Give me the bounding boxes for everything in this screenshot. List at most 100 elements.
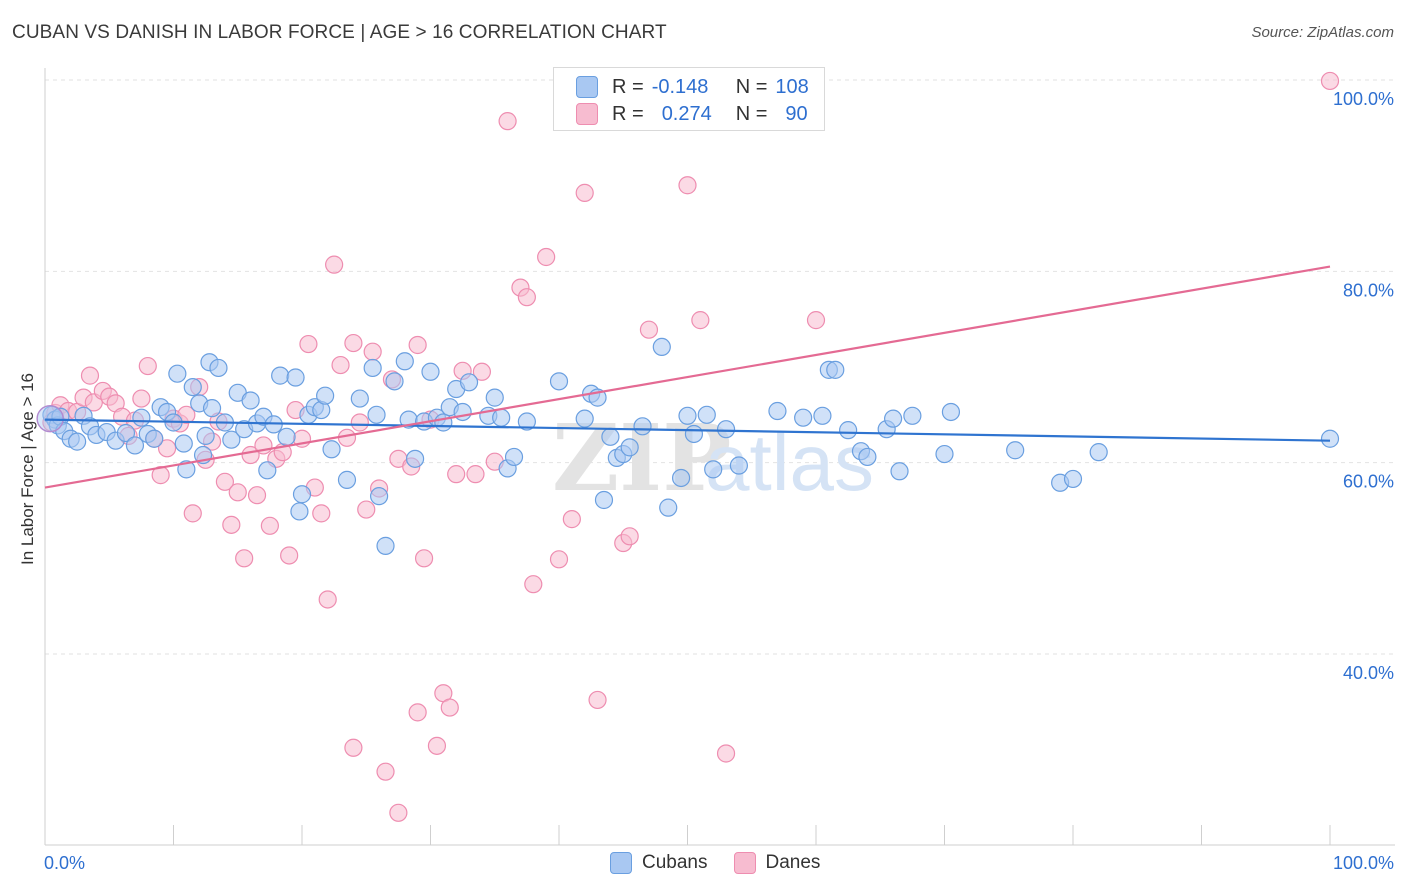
tick-labels: 40.0% 60.0% 80.0% 100.0% 0.0% 100.0% xyxy=(44,89,1394,873)
cuban-point xyxy=(504,447,524,467)
cuban-point xyxy=(1006,441,1025,460)
danes-swatch xyxy=(576,103,598,125)
cuban-point xyxy=(549,372,569,391)
cuban-point xyxy=(826,360,845,379)
legend-n-label: N = xyxy=(735,102,768,125)
cuban-point xyxy=(485,388,504,407)
cuban-point xyxy=(132,408,151,427)
dane-point xyxy=(228,483,247,502)
cuban-point xyxy=(222,430,241,449)
cuban-point xyxy=(209,358,228,378)
cuban-point xyxy=(68,432,87,451)
cuban-point xyxy=(883,409,903,428)
cuban-point xyxy=(492,408,511,427)
trend-line xyxy=(44,418,1331,442)
y-tick-label: 60.0% xyxy=(1343,472,1394,492)
dane-point xyxy=(318,590,337,609)
series-legend: Cubans Danes xyxy=(610,852,846,874)
legend-r-label: R = xyxy=(612,75,644,98)
y-tick-label: 40.0% xyxy=(1343,663,1394,683)
cuban-point xyxy=(453,402,472,422)
dane-point xyxy=(806,311,826,330)
dane-point xyxy=(472,362,491,381)
cuban-point xyxy=(903,406,922,425)
cuban-point xyxy=(704,460,723,479)
cuban-point xyxy=(575,409,594,428)
dane-point xyxy=(235,549,254,568)
cuban-point xyxy=(434,413,453,432)
cuban-point xyxy=(633,417,652,436)
x-tick-label: 100.0% xyxy=(1333,853,1394,873)
legend-r-label: R = xyxy=(612,102,644,125)
trend-line xyxy=(44,265,1331,489)
cuban-point xyxy=(1089,443,1108,462)
cuban-point xyxy=(594,490,614,510)
cuban-point xyxy=(659,498,678,517)
dane-point xyxy=(639,320,659,339)
dane-point xyxy=(247,486,267,505)
dane-point xyxy=(524,575,543,594)
correlation-legend: R = -0.148 N = 108 R = 0.274 N = 90 xyxy=(553,67,825,131)
cuban-point xyxy=(367,405,386,424)
dane-point xyxy=(80,366,100,385)
dane-point xyxy=(157,439,177,458)
cuban-point xyxy=(168,364,187,383)
cuban-point xyxy=(716,420,736,439)
dane-point xyxy=(691,311,710,330)
dane-point xyxy=(427,736,447,755)
dane-point xyxy=(620,527,639,546)
cuban-point xyxy=(684,424,704,444)
cuban-point xyxy=(671,468,691,488)
cuban-point xyxy=(729,456,749,475)
cuban-point xyxy=(316,386,335,405)
cuban-point xyxy=(290,502,309,521)
legend-item-danes: Danes xyxy=(733,852,821,874)
cuban-point xyxy=(941,402,961,422)
dane-point xyxy=(350,413,369,432)
cuban-point xyxy=(196,426,215,445)
cuban-point xyxy=(794,408,813,427)
trend-lines xyxy=(44,265,1331,489)
legend-n-label: N = xyxy=(735,75,768,98)
legend-label-danes: Danes xyxy=(765,852,821,873)
cuban-point xyxy=(177,460,196,479)
cuban-point xyxy=(183,377,202,397)
legend-row-cubans: R = -0.148 N = 108 xyxy=(576,74,809,100)
legend-item-cubans: Cubans xyxy=(610,852,708,874)
dane-point xyxy=(678,176,697,195)
cuban-point xyxy=(1063,469,1083,489)
dane-point xyxy=(716,744,736,763)
cuban-point xyxy=(517,412,536,431)
cuban-point xyxy=(271,366,290,385)
dane-point xyxy=(337,428,357,447)
cuban-point xyxy=(241,391,260,410)
dane-point xyxy=(498,112,517,131)
dane-point xyxy=(132,389,151,408)
dane-point xyxy=(1320,71,1340,91)
cuban-point xyxy=(405,449,425,468)
cuban-point xyxy=(385,372,404,391)
legend-n-value: 108 xyxy=(775,75,809,98)
dane-point xyxy=(549,550,569,569)
cuban-point xyxy=(678,406,697,425)
dane-point xyxy=(299,334,318,354)
cuban-point xyxy=(337,470,357,489)
legend-r-value: -0.148 xyxy=(651,75,709,98)
axes xyxy=(44,68,1395,846)
cuban-point xyxy=(286,368,305,387)
legend-row-danes: R = 0.274 N = 90 xyxy=(576,101,808,127)
x-tick-label: 0.0% xyxy=(44,853,85,873)
dane-point xyxy=(280,546,299,565)
cuban-point xyxy=(370,487,389,506)
cuban-point xyxy=(376,536,395,555)
cuban-point xyxy=(322,440,341,459)
cuban-point xyxy=(202,399,222,418)
cuban-point xyxy=(277,427,296,446)
dane-point xyxy=(357,500,376,519)
dane-point xyxy=(344,738,363,757)
legend-n-value: 90 xyxy=(785,102,808,125)
legend-r-value: 0.274 xyxy=(661,102,712,125)
cubans-swatch xyxy=(576,76,598,98)
dane-point xyxy=(376,762,395,781)
cuban-point xyxy=(1320,429,1340,448)
